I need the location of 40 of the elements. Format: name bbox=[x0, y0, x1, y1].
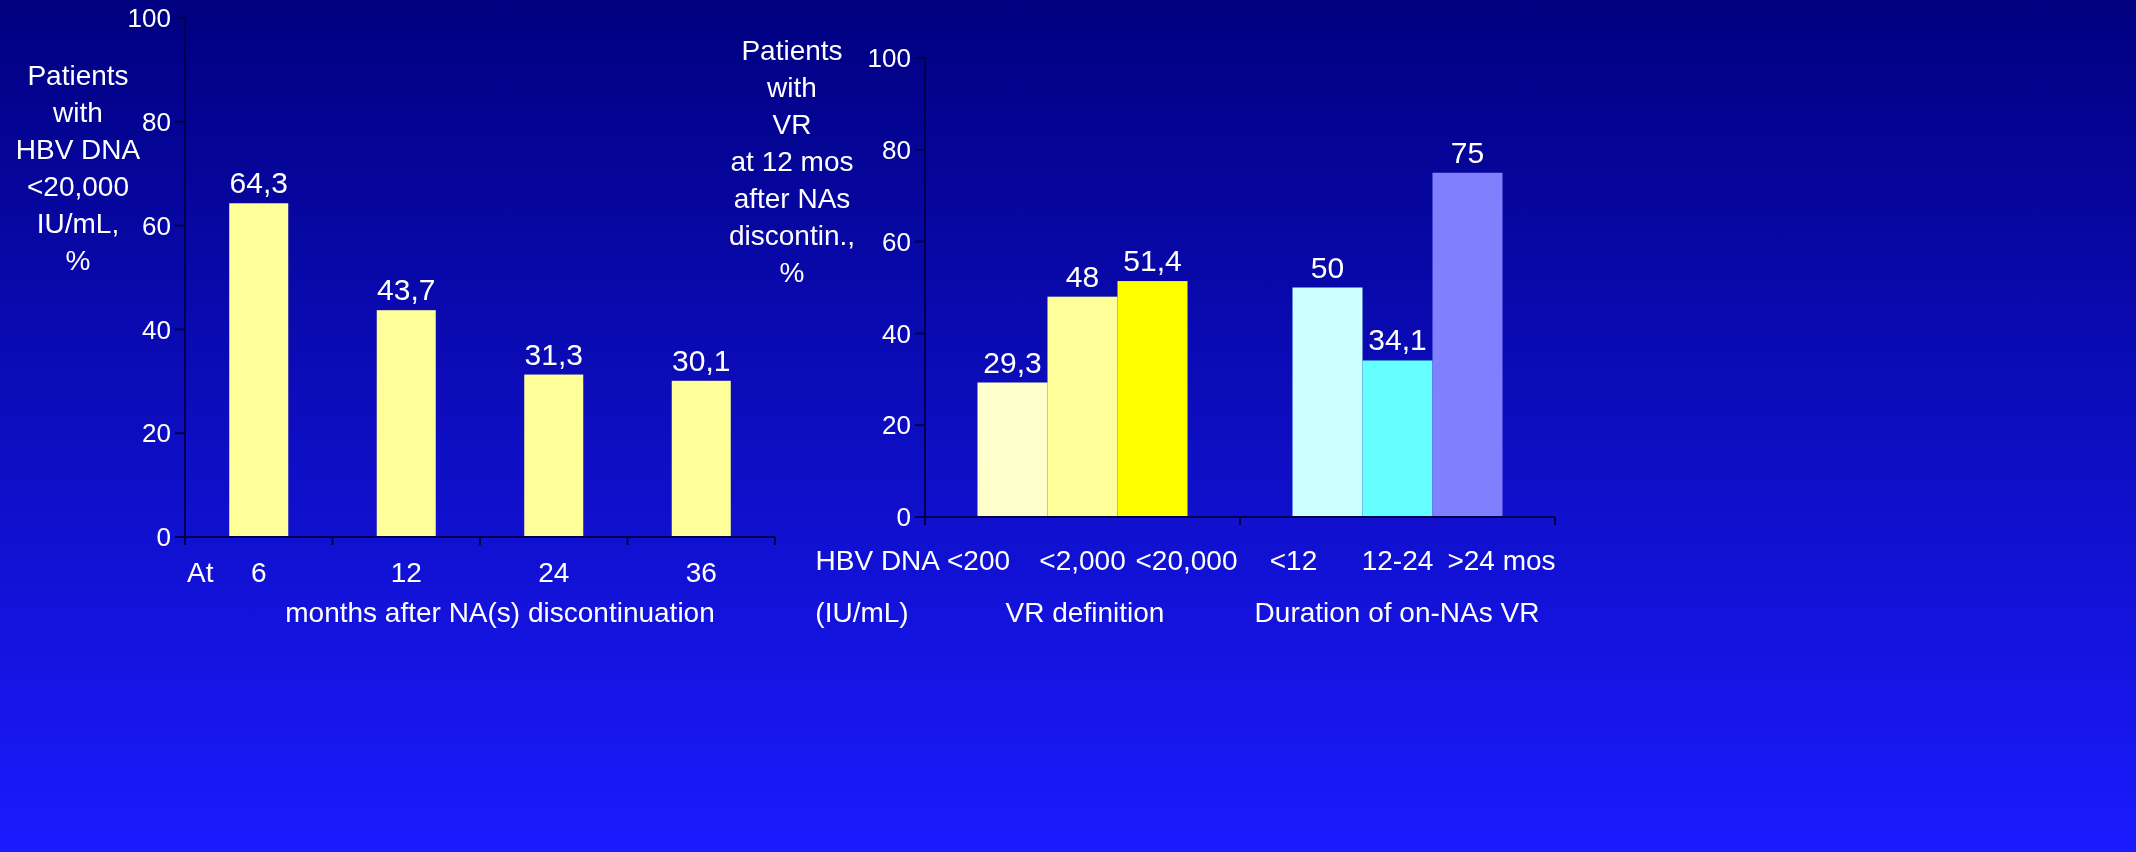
x-tick-label: <12 bbox=[1269, 544, 1318, 576]
text: (IU/mL) bbox=[815, 596, 909, 628]
x-tick-label: 12-24 bbox=[1361, 544, 1434, 576]
text: At bbox=[187, 556, 214, 588]
y-axis-title: Patients with VR at 12 mos after NAs discontin., % bbox=[728, 34, 856, 288]
data-label: 64,3 bbox=[229, 166, 288, 200]
y-tick-label: 20 bbox=[142, 418, 171, 449]
data-label: 51,4 bbox=[1123, 244, 1182, 278]
y-tick-label: 0 bbox=[156, 522, 171, 553]
x-tick-label: <2,000 bbox=[1039, 544, 1126, 576]
data-label: 29,3 bbox=[983, 345, 1042, 379]
x-tick-label: <20,000 bbox=[1135, 544, 1238, 576]
data-label: 43,7 bbox=[377, 273, 436, 307]
text: HBV DNA bbox=[815, 544, 941, 576]
y-tick-label: 100 bbox=[127, 3, 171, 34]
y-tick-label: 0 bbox=[896, 502, 911, 533]
text: VR definition bbox=[1005, 596, 1165, 628]
y-tick-label: 20 bbox=[882, 410, 911, 441]
data-label: 48 bbox=[1065, 259, 1100, 293]
x-tick-label: 6 bbox=[250, 556, 267, 588]
x-axis-title: months after NA(s) discontinuation bbox=[285, 596, 715, 628]
data-label: 75 bbox=[1450, 135, 1485, 169]
y-tick-label: 60 bbox=[882, 226, 911, 257]
data-label: 50 bbox=[1310, 250, 1345, 284]
x-tick-label: 24 bbox=[538, 556, 570, 588]
y-axis-title: Patients with HBV DNA <20,000 IU/mL, % bbox=[15, 59, 141, 276]
y-tick-label: 60 bbox=[142, 210, 171, 241]
x-tick-label: 12 bbox=[390, 556, 422, 588]
y-tick-label: 40 bbox=[142, 314, 171, 345]
x-tick-label: >24 mos bbox=[1447, 544, 1556, 576]
x-tick-label: 36 bbox=[685, 556, 717, 588]
data-label: 34,1 bbox=[1368, 323, 1427, 357]
y-tick-label: 40 bbox=[882, 318, 911, 349]
data-label: 30,1 bbox=[672, 343, 731, 377]
y-tick-label: 80 bbox=[882, 134, 911, 165]
text: Duration of on-NAs VR bbox=[1254, 596, 1540, 628]
x-tick-label: <200 bbox=[946, 544, 1011, 576]
y-tick-label: 100 bbox=[867, 43, 911, 74]
data-label: 31,3 bbox=[524, 337, 583, 371]
y-tick-label: 80 bbox=[142, 106, 171, 137]
